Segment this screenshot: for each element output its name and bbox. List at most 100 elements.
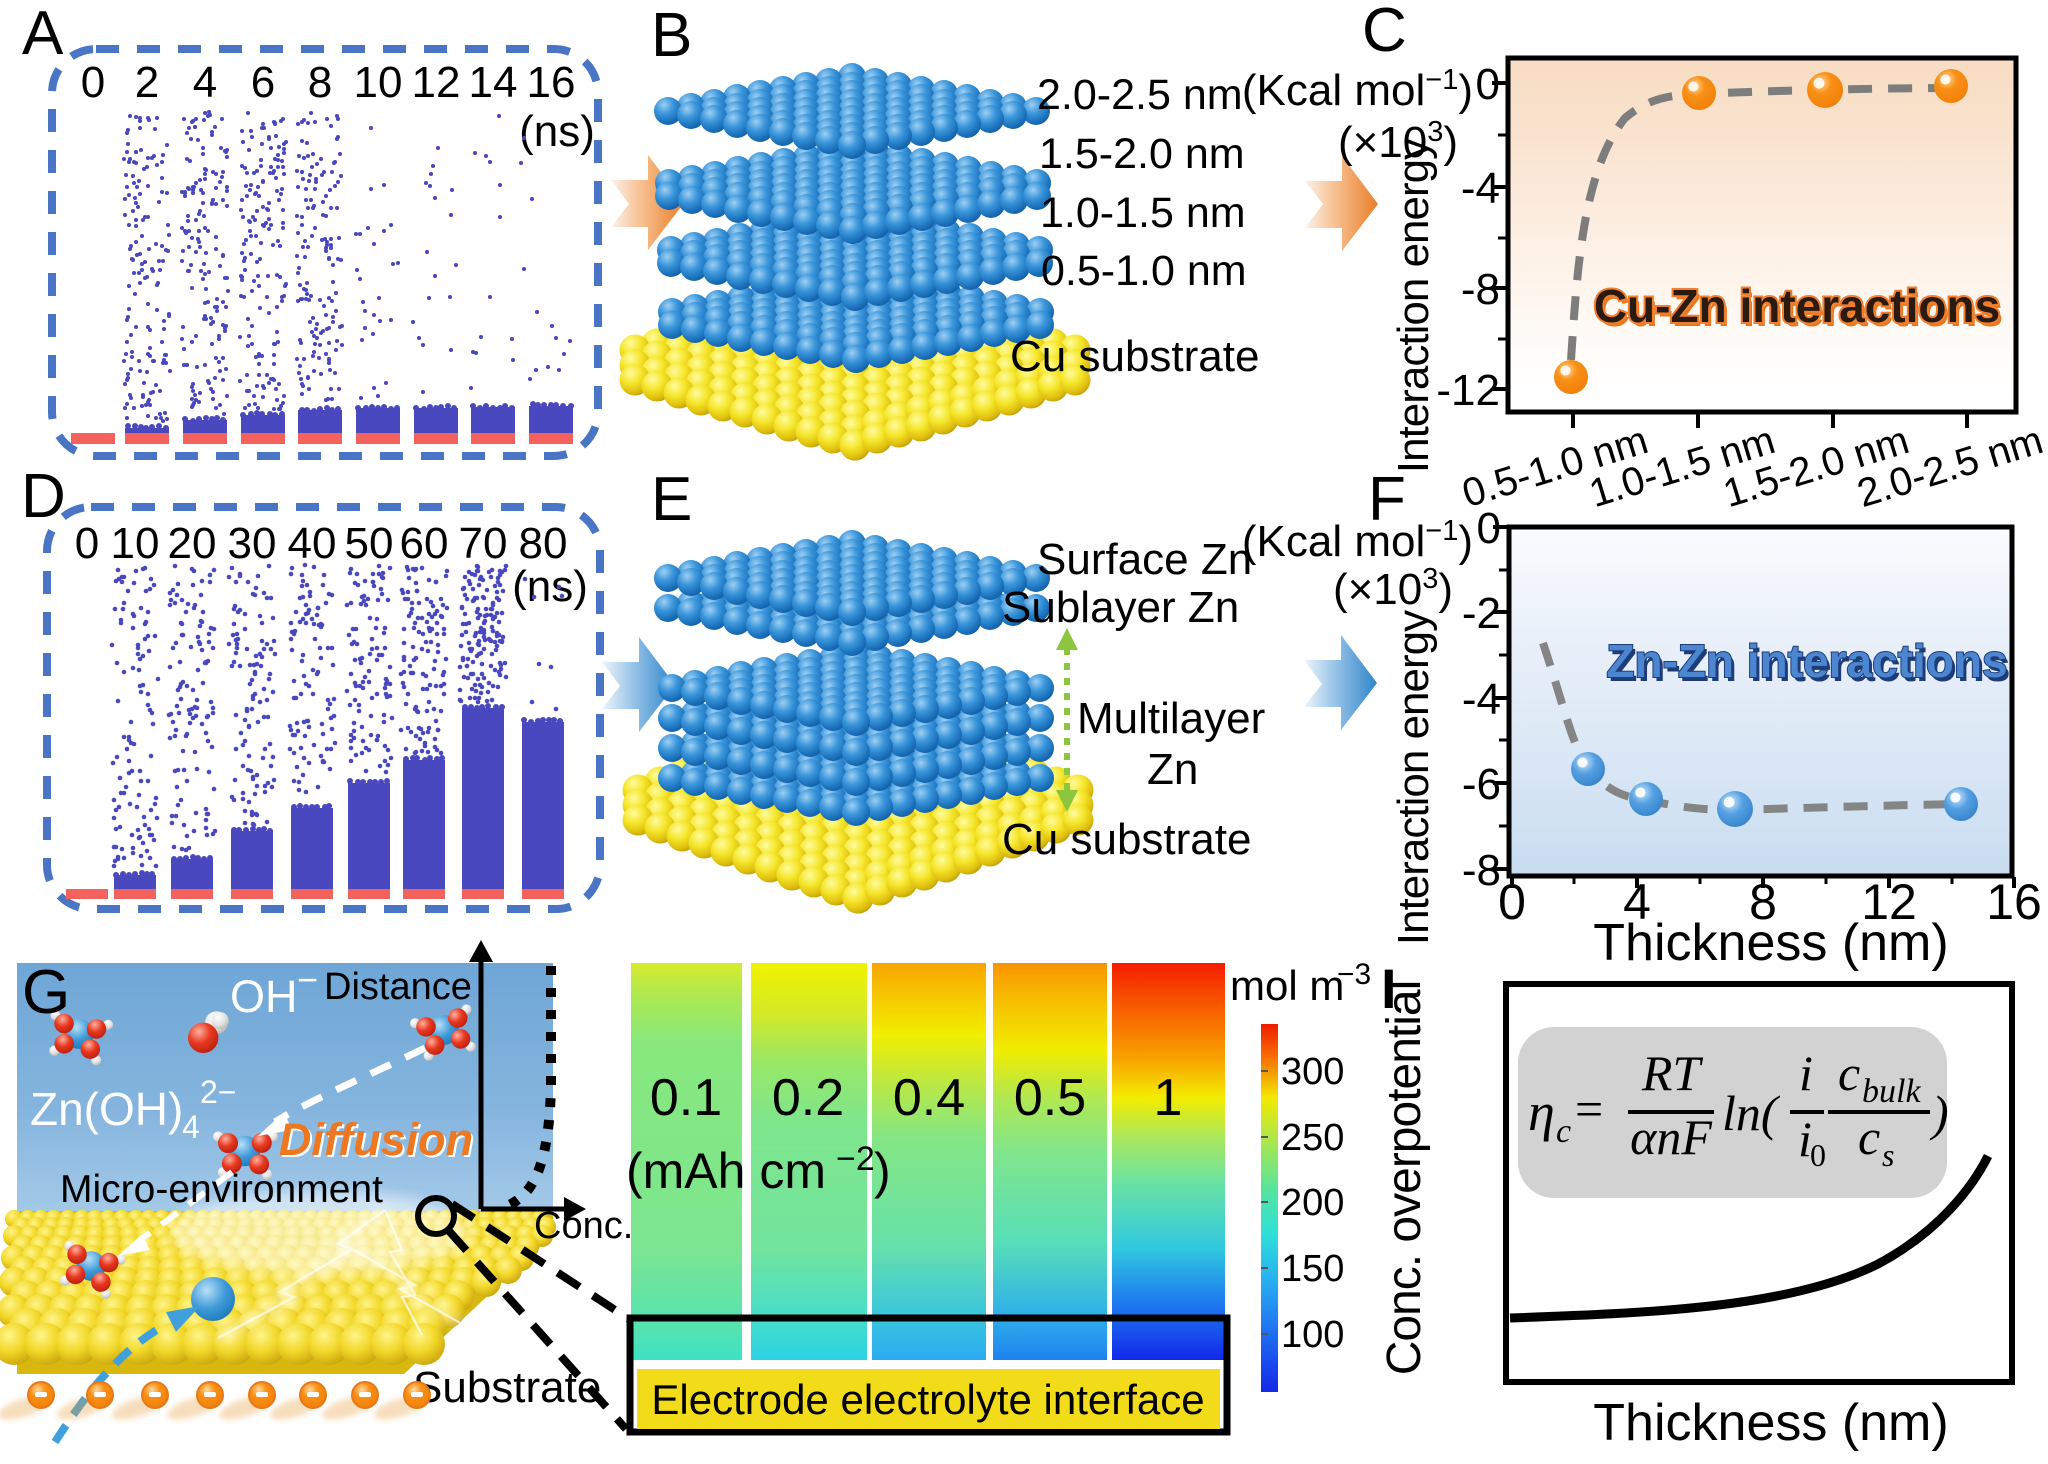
svg-text:Zn(OH): Zn(OH) bbox=[30, 1083, 183, 1135]
svg-text:-4: -4 bbox=[1462, 675, 1501, 724]
svg-text:Zn-Zn interactions: Zn-Zn interactions bbox=[1606, 635, 2007, 687]
svg-text:): ) bbox=[874, 1143, 891, 1199]
svg-text:4: 4 bbox=[1623, 874, 1651, 930]
svg-text:0: 0 bbox=[75, 519, 99, 568]
svg-text:Electrode electrolyte interfac: Electrode electrolyte interface bbox=[651, 1376, 1204, 1423]
svg-text:1: 1 bbox=[1154, 1069, 1183, 1127]
svg-text:E: E bbox=[651, 465, 692, 534]
svg-text:Surface Zn: Surface Zn bbox=[1037, 535, 1252, 584]
svg-text:Thickness (nm): Thickness (nm) bbox=[1593, 1394, 1948, 1452]
svg-text:10: 10 bbox=[111, 519, 160, 568]
svg-text:4: 4 bbox=[193, 58, 217, 107]
svg-text:(ns): (ns) bbox=[519, 107, 595, 156]
svg-text:Cu-Zn interactions: Cu-Zn interactions bbox=[1594, 280, 2000, 332]
svg-text:12: 12 bbox=[1861, 874, 1917, 930]
svg-text:0: 0 bbox=[1810, 1137, 1826, 1173]
svg-text:D: D bbox=[21, 462, 66, 531]
svg-text:4: 4 bbox=[182, 1109, 200, 1145]
svg-text:30: 30 bbox=[228, 519, 277, 568]
svg-text:F: F bbox=[1368, 465, 1406, 534]
svg-text:12: 12 bbox=[412, 58, 461, 107]
svg-text:(ns): (ns) bbox=[512, 562, 588, 611]
svg-text:(mAh cm: (mAh cm bbox=[626, 1143, 826, 1199]
svg-text:RT: RT bbox=[1641, 1045, 1704, 1101]
svg-text:B: B bbox=[651, 1, 692, 70]
svg-text:η: η bbox=[1528, 1082, 1555, 1142]
svg-text:c: c bbox=[1838, 1045, 1860, 1101]
svg-text:-4: -4 bbox=[1461, 164, 1500, 213]
svg-text:6: 6 bbox=[251, 58, 275, 107]
svg-text:0.5: 0.5 bbox=[1014, 1069, 1086, 1127]
svg-text:16: 16 bbox=[1986, 874, 2042, 930]
svg-text:Cu substrate: Cu substrate bbox=[1010, 332, 1259, 381]
svg-text:250: 250 bbox=[1281, 1117, 1344, 1159]
svg-text:1.5-2.0 nm: 1.5-2.0 nm bbox=[1039, 130, 1245, 178]
svg-text:-8: -8 bbox=[1462, 846, 1501, 895]
svg-text:Sublayer Zn: Sublayer Zn bbox=[1002, 583, 1239, 632]
svg-text:=: = bbox=[1575, 1081, 1603, 1137]
svg-text:i: i bbox=[1798, 1111, 1812, 1167]
svg-text:Diffusion: Diffusion bbox=[279, 1114, 473, 1165]
svg-text:I: I bbox=[1381, 957, 1397, 1020]
svg-text:Diffusion: Diffusion bbox=[281, 1116, 475, 1167]
svg-text:C: C bbox=[1362, 0, 1407, 65]
svg-text:A: A bbox=[22, 0, 64, 68]
svg-text:−3: −3 bbox=[1337, 958, 1371, 991]
svg-text:-2: -2 bbox=[1462, 589, 1501, 638]
svg-text:0: 0 bbox=[81, 58, 105, 107]
svg-text:bulk: bulk bbox=[1862, 1073, 1921, 1110]
svg-text:200: 200 bbox=[1281, 1182, 1344, 1224]
svg-text:Multilayer: Multilayer bbox=[1077, 694, 1265, 743]
svg-text:0.5-1.0 nm: 0.5-1.0 nm bbox=[1041, 247, 1247, 295]
svg-text:0: 0 bbox=[1477, 504, 1501, 553]
svg-text:): ) bbox=[1929, 1085, 1949, 1141]
svg-text:(Kcal mol−1): (Kcal mol−1) bbox=[1242, 515, 1473, 566]
svg-text:2: 2 bbox=[135, 58, 159, 107]
svg-text:14: 14 bbox=[469, 58, 518, 107]
svg-text:c: c bbox=[1858, 1109, 1880, 1165]
svg-text:-12: -12 bbox=[1436, 366, 1500, 415]
svg-text:Zn: Zn bbox=[1147, 745, 1198, 794]
svg-text:8: 8 bbox=[1749, 874, 1777, 930]
svg-text:αnF: αnF bbox=[1630, 1109, 1712, 1165]
svg-text:G: G bbox=[22, 958, 70, 1027]
svg-text:Substrate: Substrate bbox=[413, 1363, 601, 1412]
svg-text:40: 40 bbox=[288, 519, 337, 568]
svg-text:1.0-1.5 nm: 1.0-1.5 nm bbox=[1040, 189, 1246, 237]
svg-text:16: 16 bbox=[527, 58, 576, 107]
svg-text:Thickness (nm): Thickness (nm) bbox=[1593, 914, 1948, 972]
svg-text:100: 100 bbox=[1281, 1314, 1344, 1356]
svg-text:10: 10 bbox=[354, 58, 403, 107]
svg-text:20: 20 bbox=[168, 519, 217, 568]
svg-text:c: c bbox=[1556, 1113, 1571, 1150]
svg-text:-8: -8 bbox=[1461, 265, 1500, 314]
svg-text:0: 0 bbox=[1498, 874, 1526, 930]
svg-text:0: 0 bbox=[1476, 60, 1500, 109]
svg-text:8: 8 bbox=[308, 58, 332, 107]
svg-text:s: s bbox=[1882, 1137, 1894, 1173]
svg-text:Cu-Zn interactions: Cu-Zn interactions bbox=[1597, 284, 2003, 336]
svg-text:Interaction energy: Interaction energy bbox=[1389, 610, 1438, 945]
svg-text:2.0-2.5 nm: 2.0-2.5 nm bbox=[1037, 71, 1243, 119]
svg-text:i: i bbox=[1799, 1045, 1813, 1101]
svg-text:Conc.: Conc. bbox=[534, 1205, 633, 1247]
svg-text:150: 150 bbox=[1281, 1248, 1344, 1290]
svg-text:(Kcal mol−1): (Kcal mol−1) bbox=[1242, 64, 1473, 115]
svg-text:Zn-Zn interactions: Zn-Zn interactions bbox=[1609, 639, 2010, 691]
svg-text:-6: -6 bbox=[1462, 760, 1501, 809]
svg-text:mol m: mol m bbox=[1230, 962, 1344, 1009]
svg-text:Interaction energy: Interaction energy bbox=[1389, 138, 1438, 473]
svg-text:−: − bbox=[297, 959, 318, 1000]
svg-text:50: 50 bbox=[345, 519, 394, 568]
svg-text:0.1: 0.1 bbox=[650, 1069, 722, 1127]
svg-text:0.2: 0.2 bbox=[772, 1069, 844, 1127]
svg-text:300: 300 bbox=[1281, 1051, 1344, 1093]
svg-text:Cu substrate: Cu substrate bbox=[1002, 815, 1251, 864]
svg-text:60: 60 bbox=[400, 519, 449, 568]
svg-text:70: 70 bbox=[459, 519, 508, 568]
svg-text:80: 80 bbox=[519, 519, 568, 568]
svg-text:Conc. overpotential: Conc. overpotential bbox=[1378, 981, 1431, 1376]
svg-text:Micro-environment: Micro-environment bbox=[60, 1168, 383, 1211]
svg-text:OH: OH bbox=[230, 971, 298, 1022]
svg-text:2−: 2− bbox=[200, 1074, 236, 1110]
